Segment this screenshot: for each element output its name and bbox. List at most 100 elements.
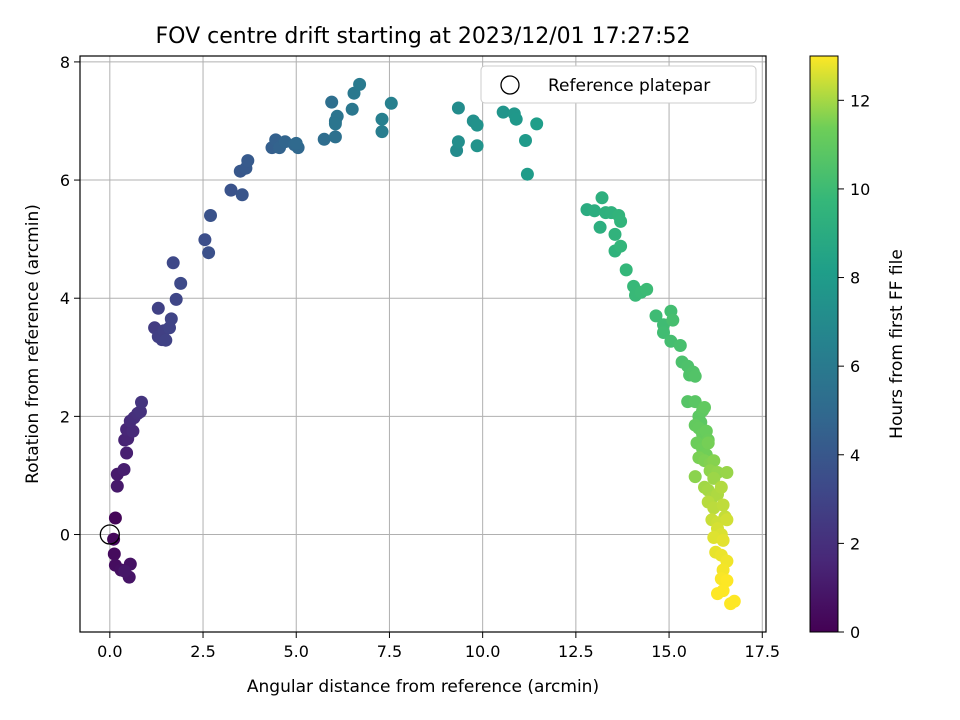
data-point xyxy=(151,301,165,315)
x-tick-label: 5.0 xyxy=(284,642,309,661)
data-point xyxy=(135,395,148,409)
data-point xyxy=(110,479,124,493)
colorbar-tick-label: 10 xyxy=(850,180,870,199)
data-point xyxy=(720,513,734,527)
colorbar-ticks: 0 2 4 6 8 10 12 xyxy=(838,91,870,642)
data-point xyxy=(198,233,212,247)
legend-marker-icon xyxy=(500,75,520,95)
data-point xyxy=(120,446,134,460)
data-point xyxy=(384,96,398,110)
data-point xyxy=(520,167,534,181)
y-axis-ticks: 0 2 4 6 8 xyxy=(60,53,80,545)
data-points xyxy=(107,77,741,611)
data-point xyxy=(707,454,721,468)
data-point xyxy=(451,101,465,115)
y-tick-label: 4 xyxy=(60,289,70,308)
data-point xyxy=(224,183,238,197)
grid-lines xyxy=(80,56,766,632)
data-point xyxy=(375,112,389,126)
data-point xyxy=(657,326,670,339)
data-point xyxy=(107,532,121,546)
data-point xyxy=(673,339,687,352)
data-point xyxy=(509,112,523,126)
data-point xyxy=(345,102,359,116)
data-point xyxy=(640,282,654,296)
data-point xyxy=(716,584,730,598)
y-axis-label: Rotation from reference (arcmin) xyxy=(23,204,43,484)
x-tick-label: 7.5 xyxy=(377,642,402,661)
data-point xyxy=(688,369,702,383)
data-point xyxy=(530,117,544,131)
data-point xyxy=(688,470,702,484)
data-point xyxy=(470,139,484,153)
data-point xyxy=(353,77,367,91)
colorbar-tick-label: 4 xyxy=(850,446,860,465)
colorbar-tick-label: 6 xyxy=(850,357,860,376)
data-point xyxy=(707,471,721,485)
data-point xyxy=(720,574,734,588)
data-point xyxy=(698,401,711,414)
data-point xyxy=(107,547,121,561)
reference-marker xyxy=(99,524,120,545)
data-point xyxy=(133,405,147,419)
data-point xyxy=(202,246,216,260)
colorbar-tick-label: 0 xyxy=(850,623,860,642)
data-point xyxy=(608,227,622,241)
reference-platepar-marker xyxy=(99,524,120,545)
x-tick-label: 17.5 xyxy=(744,642,780,661)
data-point xyxy=(164,312,178,326)
colorbar-tick-label: 12 xyxy=(850,91,870,110)
colorbar: 0 2 4 6 8 10 12 Hours from first FF file xyxy=(809,55,907,642)
colorbar-tick-label: 2 xyxy=(850,534,860,553)
data-point xyxy=(169,292,183,306)
data-point xyxy=(166,256,180,270)
data-point xyxy=(720,466,734,479)
data-point xyxy=(519,134,532,147)
data-point xyxy=(328,130,342,144)
x-tick-label: 10.0 xyxy=(465,642,501,661)
colorbar-label: Hours from first FF file xyxy=(887,249,907,439)
colorbar-gradient xyxy=(809,55,839,633)
data-point xyxy=(614,239,628,253)
y-tick-label: 0 xyxy=(60,526,70,545)
x-axis-ticks: 0.0 2.5 5.0 7.5 10.0 12.5 15.0 17.5 xyxy=(97,632,780,661)
y-tick-label: 2 xyxy=(60,407,70,426)
data-point xyxy=(716,533,730,547)
data-point xyxy=(666,313,680,327)
data-point xyxy=(470,118,484,132)
data-point xyxy=(716,498,730,512)
data-point xyxy=(328,117,342,131)
plot-frame xyxy=(79,55,767,633)
x-tick-label: 2.5 xyxy=(190,642,215,661)
data-point xyxy=(701,436,715,450)
x-axis-label: Angular distance from reference (arcmin) xyxy=(247,677,599,697)
data-point xyxy=(588,204,601,218)
data-point xyxy=(688,395,702,409)
data-point xyxy=(619,263,633,277)
data-point xyxy=(714,480,728,494)
data-point xyxy=(317,132,331,146)
data-point xyxy=(595,191,609,205)
legend-entry-label: Reference platepar xyxy=(548,76,710,96)
data-point xyxy=(159,333,173,347)
data-point xyxy=(375,125,389,139)
x-tick-label: 15.0 xyxy=(651,642,687,661)
data-point xyxy=(118,564,132,578)
data-point xyxy=(289,136,303,150)
y-tick-label: 8 xyxy=(60,53,70,72)
data-point xyxy=(727,594,741,608)
data-point xyxy=(614,214,628,228)
legend: Reference platepar xyxy=(480,65,757,104)
data-point xyxy=(108,511,122,525)
colorbar-tick-label: 8 xyxy=(850,269,860,288)
data-point xyxy=(235,188,249,202)
data-point xyxy=(593,220,607,234)
data-point xyxy=(451,135,465,149)
data-point xyxy=(241,154,255,168)
data-point xyxy=(204,209,217,222)
data-point xyxy=(174,276,188,290)
x-tick-label: 0.0 xyxy=(97,642,122,661)
data-point xyxy=(325,95,339,109)
chart-title: FOV centre drift starting at 2023/12/01 … xyxy=(156,24,691,49)
